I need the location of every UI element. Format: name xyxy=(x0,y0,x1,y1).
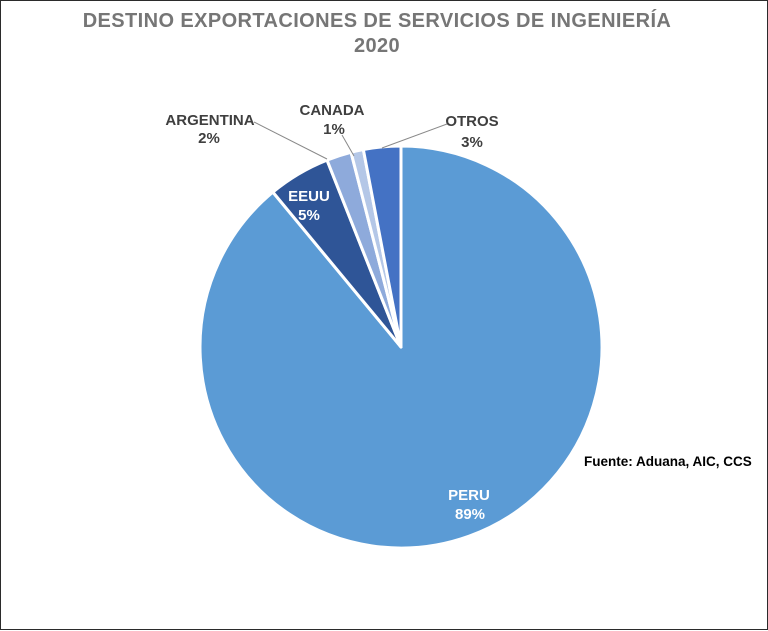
slice-pct-otros: 3% xyxy=(461,134,483,151)
leader-line-canada xyxy=(341,134,355,157)
chart-title-line2: 2020 xyxy=(353,35,401,57)
leader-lines xyxy=(253,121,448,160)
slice-label-eeuu: EEUU xyxy=(288,188,330,205)
chart-title-line1: DESTINO EXPORTACIONES DE SERVICIOS DE IN… xyxy=(82,10,672,32)
slice-label-peru: PERU xyxy=(448,487,490,504)
slice-label-otros: OTROS xyxy=(445,113,498,130)
slice-pct-eeuu: 5% xyxy=(298,207,320,224)
source-note: Fuente: Aduana, AIC, CCS xyxy=(584,454,752,469)
slice-pct-canada: 1% xyxy=(323,121,345,138)
leader-line-argentina xyxy=(253,121,328,160)
slice-label-canada: CANADA xyxy=(300,102,365,119)
chart-title: DESTINO EXPORTACIONES DE SERVICIOS DE IN… xyxy=(1,9,753,59)
slice-pct-argentina: 2% xyxy=(198,130,220,147)
pie-slice-otros xyxy=(361,144,403,349)
slice-label-argentina: ARGENTINA xyxy=(165,112,254,129)
leader-line-otros xyxy=(381,123,448,149)
slice-pct-peru: 89% xyxy=(455,506,485,523)
pie-slices xyxy=(198,144,604,550)
